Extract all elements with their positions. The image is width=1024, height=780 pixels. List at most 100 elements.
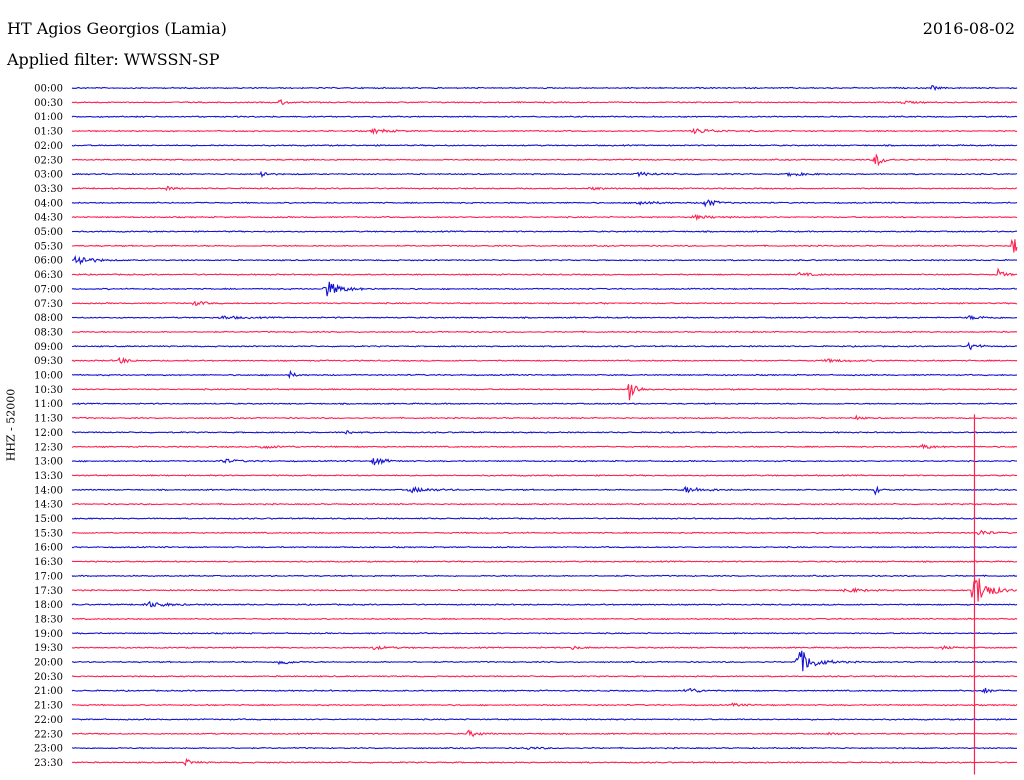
- trace-row-1000: [71, 369, 1017, 380]
- trace-row-0530: [71, 238, 1018, 253]
- time-label-1500: 15:00: [34, 514, 63, 525]
- trace-row-1700: [71, 574, 1018, 578]
- trace-row-2300: [71, 746, 1017, 750]
- trace-row-0730: [71, 300, 1018, 307]
- time-label-0300: 03:00: [34, 170, 63, 181]
- trace-row-0700: [71, 281, 1018, 297]
- trace-row-0830: [71, 330, 1018, 334]
- trace-row-1230: [71, 443, 1018, 450]
- trace-row-0400: [71, 199, 1018, 208]
- trace-row-1400: [71, 485, 1018, 496]
- trace-row-1030: [71, 384, 1018, 401]
- time-label-1000: 10:00: [34, 371, 63, 382]
- time-label-0730: 07:30: [34, 299, 63, 310]
- filter-prefix: Applied filter:: [7, 50, 119, 69]
- trace-row-0100: [71, 115, 1018, 119]
- trace-row-0200: [71, 144, 1018, 147]
- time-label-1930: 19:30: [34, 643, 63, 654]
- trace-row-1100: [71, 402, 1018, 406]
- time-label-1330: 13:30: [34, 471, 63, 482]
- filter-name: WWSSN-SP: [123, 50, 220, 69]
- time-label-0630: 06:30: [34, 270, 63, 281]
- time-label-0500: 05:00: [34, 227, 63, 238]
- time-label-1230: 12:30: [34, 442, 63, 453]
- trace-row-2000: [71, 650, 1018, 672]
- trace-row-0230: [71, 153, 1018, 167]
- trace-row-1830: [71, 617, 1018, 621]
- trace-row-1130: [71, 414, 1018, 421]
- time-label-0800: 08:00: [34, 313, 63, 324]
- time-label-1600: 16:00: [34, 543, 63, 554]
- trace-row-1630: [72, 560, 1017, 563]
- trace-row-2030: [71, 674, 1018, 678]
- time-label-2230: 22:30: [34, 729, 63, 740]
- trace-row-2100: [71, 687, 1018, 694]
- time-label-1430: 14:30: [34, 500, 63, 511]
- time-label-1730: 17:30: [34, 586, 63, 597]
- time-label-1400: 14:00: [34, 485, 63, 496]
- time-label-0200: 02:00: [34, 141, 63, 152]
- date-label: 2016-08-02: [922, 19, 1015, 38]
- trace-row-1730: [71, 578, 1017, 602]
- time-label-0700: 07:00: [34, 284, 63, 295]
- time-label-1530: 15:30: [34, 528, 63, 539]
- station-title: HT Agios Georgios (Lamia): [7, 19, 227, 38]
- time-label-1030: 10:30: [34, 385, 63, 396]
- time-label-2100: 21:00: [34, 686, 63, 697]
- time-label-0400: 04:00: [34, 198, 63, 209]
- time-label-0100: 01:00: [34, 112, 63, 123]
- trace-row-2200: [71, 718, 1018, 721]
- time-label-2000: 20:00: [34, 658, 63, 669]
- trace-row-0030: [71, 98, 1018, 106]
- time-label-0830: 08:30: [34, 327, 63, 338]
- time-label-0330: 03:30: [34, 184, 63, 195]
- trace-row-0430: [71, 213, 1018, 222]
- trace-row-2330: [71, 757, 1018, 767]
- time-label-0030: 00:30: [34, 98, 63, 109]
- time-label-0600: 06:00: [34, 256, 63, 267]
- trace-row-1330: [71, 474, 1018, 477]
- time-label-1900: 19:00: [34, 629, 63, 640]
- trace-row-0300: [71, 170, 1018, 179]
- time-label-0530: 05:30: [34, 241, 63, 252]
- time-label-2200: 22:00: [34, 715, 63, 726]
- time-label-0130: 01:30: [34, 127, 63, 138]
- time-label-0930: 09:30: [34, 356, 63, 367]
- time-label-1130: 11:30: [34, 414, 63, 425]
- time-label-1800: 18:00: [34, 600, 63, 611]
- time-label-0000: 00:00: [34, 84, 63, 95]
- trace-row-1430: [71, 502, 1018, 506]
- time-label-1200: 12:00: [34, 428, 63, 439]
- time-label-2130: 21:30: [34, 701, 63, 712]
- time-label-0230: 02:30: [34, 155, 63, 166]
- trace-row-0930: [71, 356, 1018, 364]
- trace-row-0900: [72, 341, 1018, 351]
- trace-row-1900: [71, 631, 1018, 635]
- trace-row-1200: [71, 430, 1017, 435]
- trace-row-1300: [71, 457, 1018, 466]
- time-label-0900: 09:00: [34, 342, 63, 353]
- time-label-0430: 04:30: [34, 213, 63, 224]
- trace-row-0500: [71, 230, 1018, 233]
- trace-row-1500: [71, 517, 1018, 520]
- trace-row-2130: [71, 702, 1018, 707]
- time-label-2030: 20:30: [34, 672, 63, 683]
- trace-row-0330: [71, 185, 1017, 192]
- trace-row-1800: [71, 600, 1018, 608]
- trace-row-0600: [72, 255, 1018, 266]
- time-label-2330: 23:30: [34, 758, 63, 769]
- trace-row-0130: [71, 127, 1018, 135]
- time-label-1300: 13:00: [34, 457, 63, 468]
- time-label-1830: 18:30: [34, 614, 63, 625]
- time-label-1630: 16:30: [34, 557, 63, 568]
- trace-row-0000: [71, 85, 1018, 92]
- trace-row-0630: [71, 267, 1017, 277]
- time-label-2300: 23:00: [34, 744, 63, 755]
- trace-row-1930: [71, 644, 1018, 651]
- trace-row-1530: [71, 529, 1017, 536]
- trace-row-2230: [71, 729, 1018, 738]
- time-label-1700: 17:00: [34, 571, 63, 582]
- filter-line: Applied filter: WWSSN-SP: [7, 50, 220, 69]
- trace-row-0800: [71, 314, 1018, 321]
